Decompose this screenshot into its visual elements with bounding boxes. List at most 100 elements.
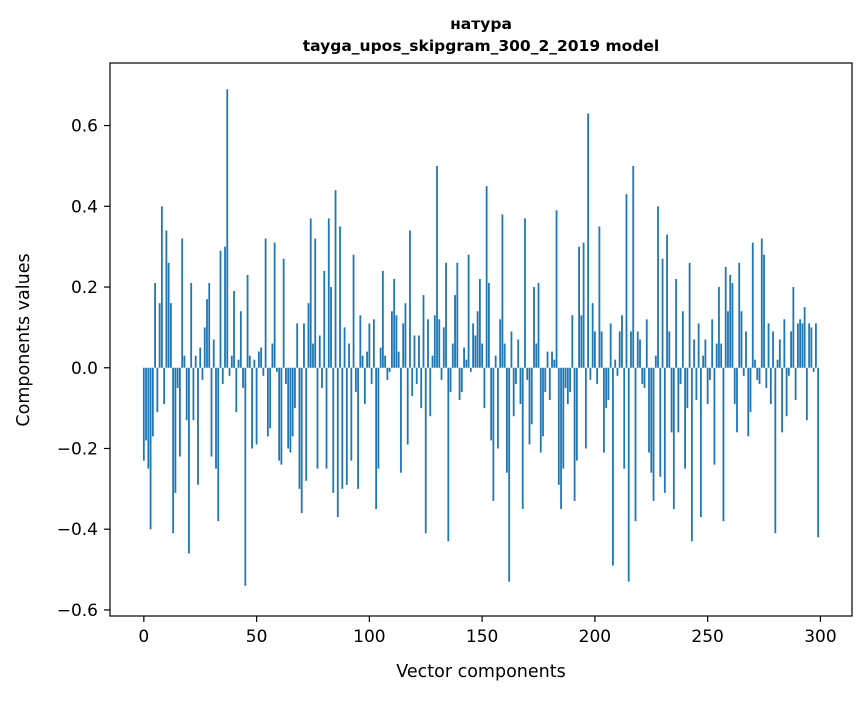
bar bbox=[467, 254, 470, 368]
x-axis-label: Vector components bbox=[396, 662, 565, 682]
bar bbox=[233, 291, 235, 368]
bar bbox=[790, 331, 792, 368]
bar bbox=[756, 367, 759, 380]
bar bbox=[201, 367, 204, 380]
bar bbox=[648, 367, 650, 453]
bar bbox=[754, 359, 756, 368]
bar bbox=[530, 367, 533, 425]
bar bbox=[645, 319, 648, 368]
bar bbox=[679, 367, 682, 384]
bar bbox=[526, 367, 529, 380]
bar bbox=[767, 323, 770, 368]
bar bbox=[203, 327, 206, 368]
bar bbox=[463, 347, 465, 368]
bar bbox=[305, 367, 308, 481]
bar bbox=[636, 331, 639, 368]
bar bbox=[361, 355, 364, 368]
bar bbox=[612, 367, 614, 566]
bar bbox=[429, 367, 432, 417]
bar bbox=[269, 367, 272, 429]
bar bbox=[210, 367, 213, 457]
bar bbox=[221, 367, 224, 384]
bar bbox=[569, 367, 571, 392]
bar bbox=[312, 343, 314, 368]
bar bbox=[564, 367, 567, 388]
bar bbox=[388, 367, 391, 372]
bar bbox=[566, 367, 569, 405]
bar bbox=[289, 367, 292, 453]
bar bbox=[810, 327, 813, 368]
bar bbox=[718, 287, 720, 368]
bar bbox=[769, 367, 772, 405]
bar bbox=[377, 367, 380, 469]
bar bbox=[262, 367, 265, 376]
bar bbox=[379, 347, 382, 368]
bar bbox=[609, 323, 612, 368]
bar bbox=[501, 214, 504, 368]
bar bbox=[215, 367, 217, 469]
bar bbox=[458, 367, 461, 401]
bar bbox=[264, 238, 267, 368]
bar bbox=[409, 230, 411, 368]
bar bbox=[582, 242, 585, 368]
bar bbox=[487, 282, 490, 368]
bar bbox=[343, 327, 346, 368]
x-axis-ticks: 0 50 100 150 200 250 300 bbox=[138, 616, 837, 647]
bar bbox=[323, 270, 326, 368]
bar bbox=[799, 319, 802, 368]
bar bbox=[727, 311, 729, 368]
x-tick-label: 150 bbox=[466, 627, 498, 647]
bar bbox=[817, 367, 820, 538]
bar bbox=[253, 359, 256, 368]
bar bbox=[684, 367, 686, 469]
bar bbox=[303, 323, 305, 368]
bar bbox=[438, 319, 441, 368]
bar bbox=[485, 186, 488, 368]
bar bbox=[336, 367, 339, 518]
bar bbox=[160, 206, 163, 368]
bar bbox=[199, 347, 202, 368]
bar bbox=[729, 274, 732, 368]
bar bbox=[406, 367, 409, 445]
bar bbox=[163, 367, 166, 405]
bar bbox=[212, 339, 215, 368]
bar bbox=[711, 319, 714, 368]
chart-subtitle: tayga_upos_skipgram_300_2_2019 model bbox=[303, 37, 660, 55]
bar bbox=[400, 367, 402, 473]
bar bbox=[709, 367, 711, 380]
bar bbox=[242, 367, 244, 388]
bar bbox=[391, 311, 393, 368]
bar bbox=[506, 367, 508, 473]
bar bbox=[294, 367, 296, 409]
bar bbox=[368, 323, 371, 368]
bar bbox=[539, 367, 542, 453]
bar bbox=[632, 165, 635, 368]
bar bbox=[147, 367, 150, 469]
bar bbox=[562, 367, 565, 469]
bar bbox=[339, 226, 341, 368]
x-tick-label: 200 bbox=[579, 627, 611, 647]
bar bbox=[528, 367, 531, 445]
bar bbox=[260, 347, 262, 368]
bar bbox=[472, 323, 474, 368]
bar bbox=[474, 335, 477, 368]
bar bbox=[327, 218, 330, 368]
bar bbox=[630, 331, 632, 368]
bar bbox=[208, 282, 211, 368]
bar bbox=[600, 331, 603, 368]
bar bbox=[535, 343, 538, 368]
bar bbox=[499, 319, 502, 368]
bar bbox=[699, 367, 702, 518]
bar bbox=[623, 367, 626, 469]
bar bbox=[298, 367, 301, 489]
bar bbox=[614, 359, 617, 368]
bar bbox=[174, 367, 177, 493]
bar bbox=[654, 355, 657, 368]
bar bbox=[181, 238, 184, 368]
bar bbox=[695, 367, 698, 401]
bar bbox=[190, 282, 193, 368]
bar bbox=[593, 331, 596, 368]
bar bbox=[571, 315, 574, 368]
